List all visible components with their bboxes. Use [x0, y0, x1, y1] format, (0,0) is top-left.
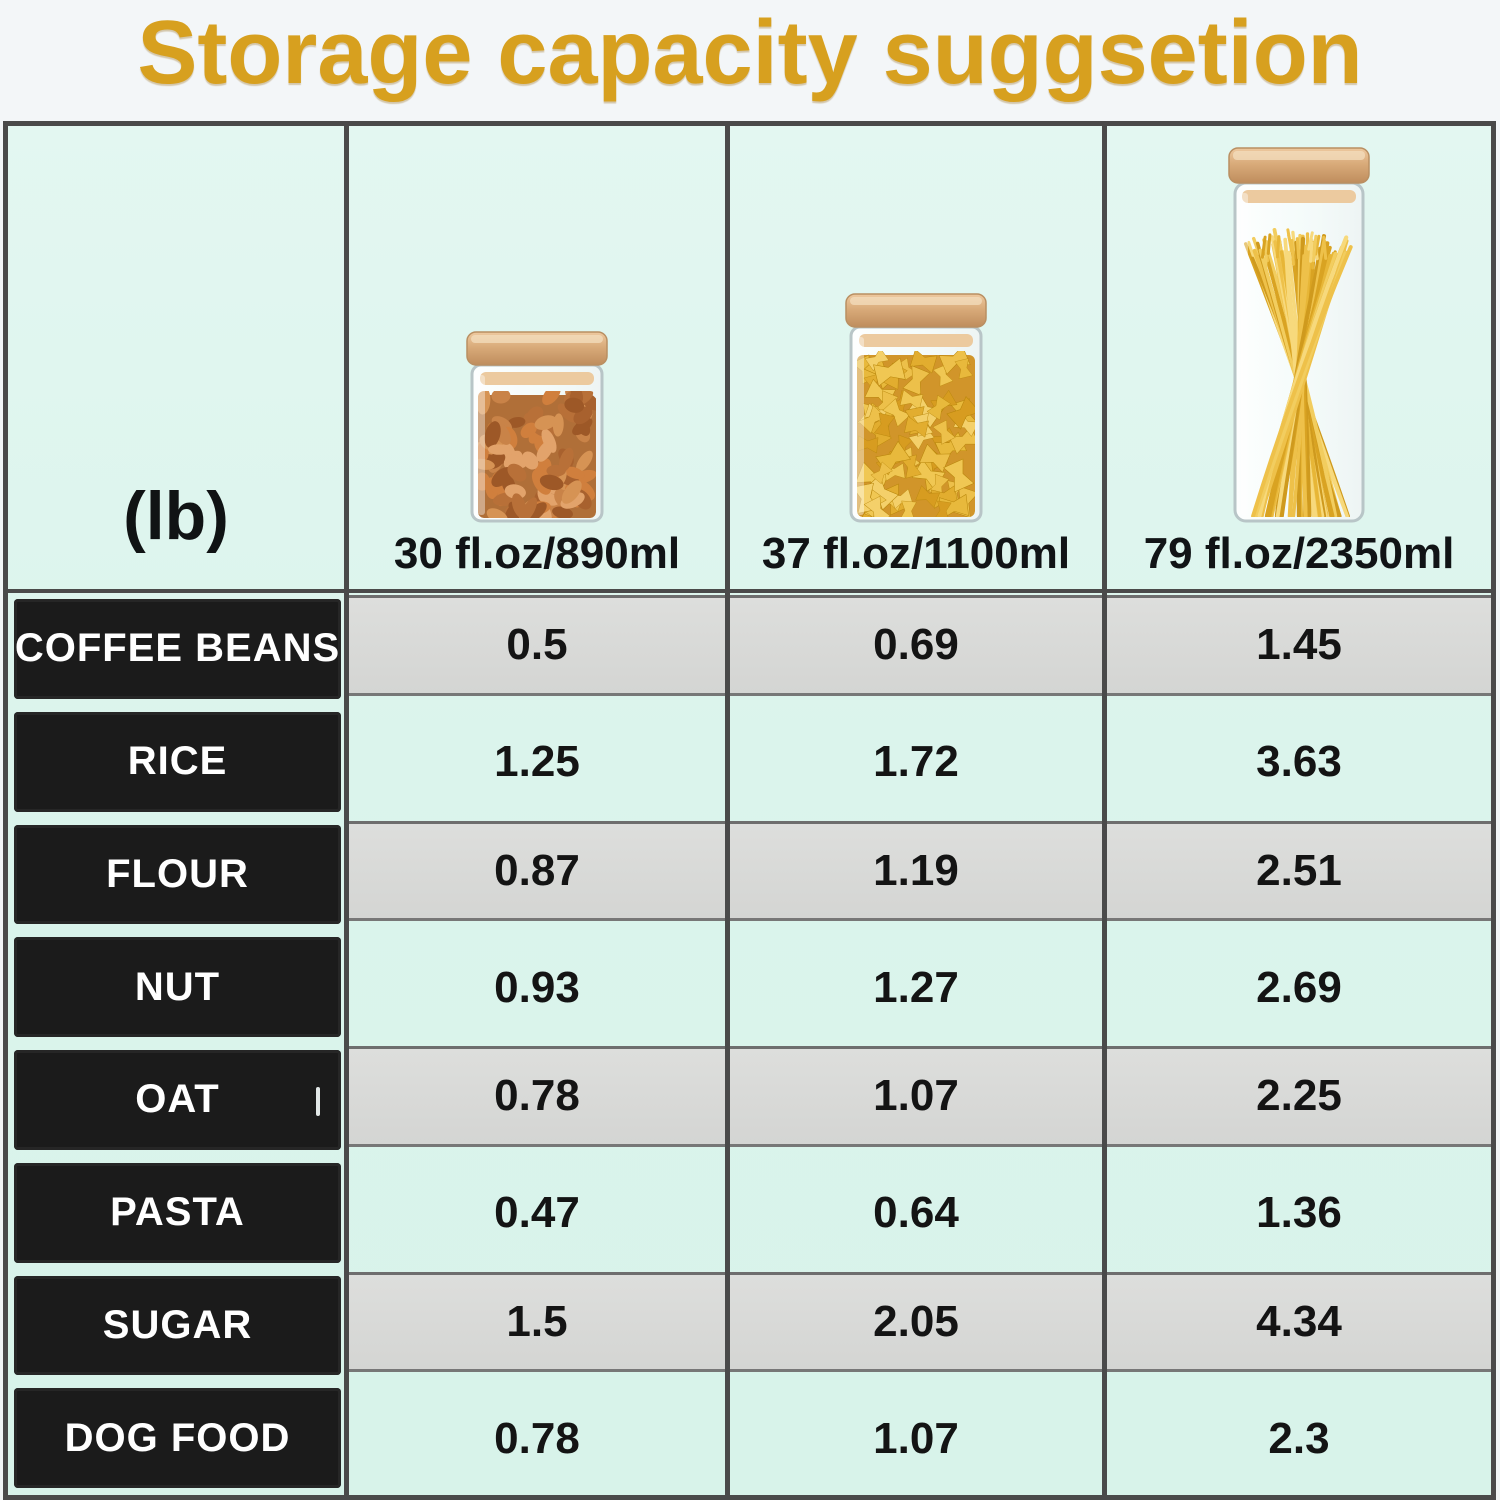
value-cell: 1.5 [349, 1269, 730, 1383]
row-label-coffee-beans: COFFEE BEANS [14, 599, 341, 699]
value-rice-79oz: 3.63 [1256, 737, 1342, 787]
value-pasta-37oz: 0.64 [873, 1188, 959, 1238]
value-cell: 0.5 [349, 593, 730, 706]
row-label-cell: SUGAR [8, 1269, 349, 1383]
value-cell: 2.25 [1107, 1044, 1491, 1157]
value-oat-30oz: 0.78 [349, 1046, 725, 1147]
value-sugar-79oz: 4.34 [1107, 1271, 1491, 1373]
value-flour-79oz: 2.51 [1107, 820, 1491, 922]
row-label-cell: RICE [8, 705, 349, 819]
value-cell: 0.87 [349, 818, 730, 932]
value-cell: 2.05 [730, 1269, 1107, 1383]
size-label-79oz: 79 fl.oz/2350ml [1143, 529, 1455, 578]
value-cell: 1.19 [730, 818, 1107, 932]
size-label-37oz: 37 fl.oz/1100ml [761, 529, 1071, 578]
row-label-rice: RICE [14, 711, 341, 812]
value-cell: 1.07 [730, 1382, 1107, 1495]
value-cell: 0.78 [349, 1382, 730, 1495]
value-cell: 2.3 [1107, 1382, 1491, 1495]
value-cell: 0.47 [349, 1156, 730, 1270]
row-label-cell: DOG FOOD [8, 1382, 349, 1495]
value-cell: 0.69 [730, 593, 1107, 706]
value-sugar-37oz: 2.05 [730, 1271, 1102, 1373]
header-jar-79oz: 79 fl.oz/2350ml [1107, 126, 1491, 593]
row-label-cell: FLOUR [8, 818, 349, 932]
row-label-sugar: SUGAR [14, 1275, 341, 1376]
row-label-cell: COFFEE BEANS [8, 593, 349, 706]
value-cell: 3.63 [1107, 706, 1491, 819]
row-label-cell: OAT [8, 1044, 349, 1157]
value-coffee-beans-79oz: 1.45 [1107, 595, 1491, 696]
stray-highlight-mark [316, 1087, 320, 1116]
row-label-flour: FLOUR [14, 824, 341, 925]
unit-label: (lb) [123, 478, 229, 554]
header-jar-30oz: 30 fl.oz/890ml [349, 126, 730, 593]
row-label-nut: NUT [14, 937, 341, 1037]
capacity-table: (lb) 30 fl.oz/890ml [3, 121, 1496, 1500]
spaghetti-jar-icon [1228, 147, 1370, 523]
value-cell: 2.69 [1107, 931, 1491, 1044]
value-nut-30oz: 0.93 [494, 962, 580, 1012]
value-dog-food-30oz: 0.78 [494, 1413, 580, 1463]
value-coffee-beans-37oz: 0.69 [730, 595, 1102, 696]
farfalle-jar-icon [845, 293, 987, 523]
value-dog-food-79oz: 2.3 [1268, 1413, 1330, 1463]
value-cell: 1.72 [730, 705, 1107, 819]
value-cell: 0.64 [730, 1156, 1107, 1270]
value-sugar-30oz: 1.5 [349, 1271, 725, 1373]
value-pasta-79oz: 1.36 [1256, 1188, 1342, 1238]
row-label-cell: PASTA [8, 1156, 349, 1270]
value-cell: 1.36 [1107, 1157, 1491, 1270]
value-cell: 0.93 [349, 931, 730, 1044]
value-cell: 1.45 [1107, 593, 1491, 706]
value-nut-37oz: 1.27 [873, 962, 959, 1012]
value-cell: 2.51 [1107, 819, 1491, 932]
row-label-dog-food: DOG FOOD [14, 1388, 341, 1488]
value-oat-79oz: 2.25 [1107, 1046, 1491, 1147]
value-coffee-beans-30oz: 0.5 [349, 595, 725, 696]
value-cell: 4.34 [1107, 1270, 1491, 1383]
almond-jar-icon [466, 331, 608, 523]
value-dog-food-37oz: 1.07 [873, 1413, 959, 1463]
row-label-oat: OAT [14, 1050, 341, 1150]
header-jar-37oz: 37 fl.oz/1100ml [730, 126, 1107, 593]
size-label-30oz: 30 fl.oz/890ml [393, 529, 681, 578]
value-cell: 1.07 [730, 1044, 1107, 1157]
row-label-cell: NUT [8, 931, 349, 1044]
value-rice-30oz: 1.25 [494, 737, 580, 787]
value-oat-37oz: 1.07 [730, 1046, 1102, 1147]
value-cell: 0.78 [349, 1044, 730, 1157]
value-rice-37oz: 1.72 [873, 737, 959, 787]
header-unit-cell: (lb) [8, 126, 349, 593]
value-pasta-30oz: 0.47 [494, 1188, 580, 1238]
value-cell: 1.25 [349, 705, 730, 819]
value-nut-79oz: 2.69 [1256, 962, 1342, 1012]
page-title: Storage capacity suggsetion [137, 3, 1363, 103]
value-flour-37oz: 1.19 [730, 820, 1102, 922]
value-cell: 1.27 [730, 931, 1107, 1044]
value-flour-30oz: 0.87 [349, 820, 725, 922]
row-label-pasta: PASTA [14, 1162, 341, 1263]
